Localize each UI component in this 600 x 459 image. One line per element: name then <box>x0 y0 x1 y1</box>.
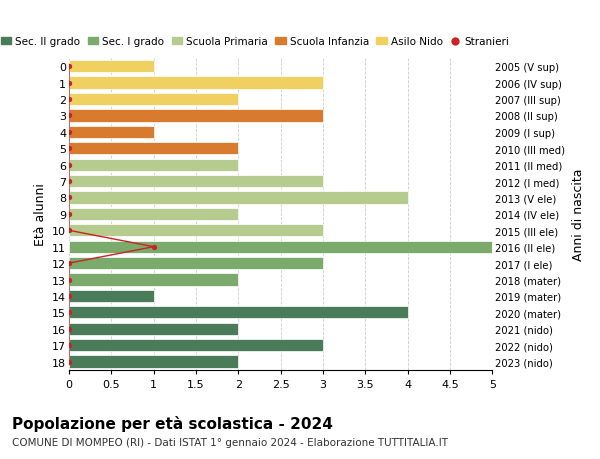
Bar <box>69 339 323 352</box>
Bar <box>69 274 238 286</box>
Bar <box>69 61 154 73</box>
Point <box>64 309 74 316</box>
Point <box>64 276 74 284</box>
Point <box>64 358 74 365</box>
Point <box>64 178 74 185</box>
Point <box>64 145 74 152</box>
Point <box>64 63 74 71</box>
Bar <box>69 175 323 188</box>
Point <box>64 112 74 120</box>
Bar <box>69 224 323 237</box>
Bar <box>69 257 323 270</box>
Legend: Sec. II grado, Sec. I grado, Scuola Primaria, Scuola Infanzia, Asilo Nido, Stran: Sec. II grado, Sec. I grado, Scuola Prim… <box>0 33 514 51</box>
Point <box>64 96 74 103</box>
Y-axis label: Anni di nascita: Anni di nascita <box>572 168 585 261</box>
Y-axis label: Età alunni: Età alunni <box>34 183 47 246</box>
Bar <box>69 110 323 123</box>
Bar <box>69 290 154 302</box>
Point <box>64 162 74 169</box>
Point <box>64 325 74 333</box>
Bar <box>69 126 154 139</box>
Text: Popolazione per età scolastica - 2024: Popolazione per età scolastica - 2024 <box>12 415 333 431</box>
Bar <box>69 323 238 335</box>
Point <box>64 293 74 300</box>
Bar <box>69 356 238 368</box>
Point <box>64 129 74 136</box>
Bar <box>69 94 238 106</box>
Point <box>64 194 74 202</box>
Text: COMUNE DI MOMPEO (RI) - Dati ISTAT 1° gennaio 2024 - Elaborazione TUTTITALIA.IT: COMUNE DI MOMPEO (RI) - Dati ISTAT 1° ge… <box>12 437 448 447</box>
Point <box>64 211 74 218</box>
Point <box>64 260 74 267</box>
Point <box>64 227 74 235</box>
Bar <box>69 77 323 90</box>
Bar <box>69 143 238 155</box>
Bar <box>69 192 407 204</box>
Point <box>64 342 74 349</box>
Point <box>149 243 158 251</box>
Point <box>64 80 74 87</box>
Bar <box>69 159 238 172</box>
Bar <box>69 307 407 319</box>
Bar <box>69 208 238 221</box>
Bar <box>69 241 492 253</box>
